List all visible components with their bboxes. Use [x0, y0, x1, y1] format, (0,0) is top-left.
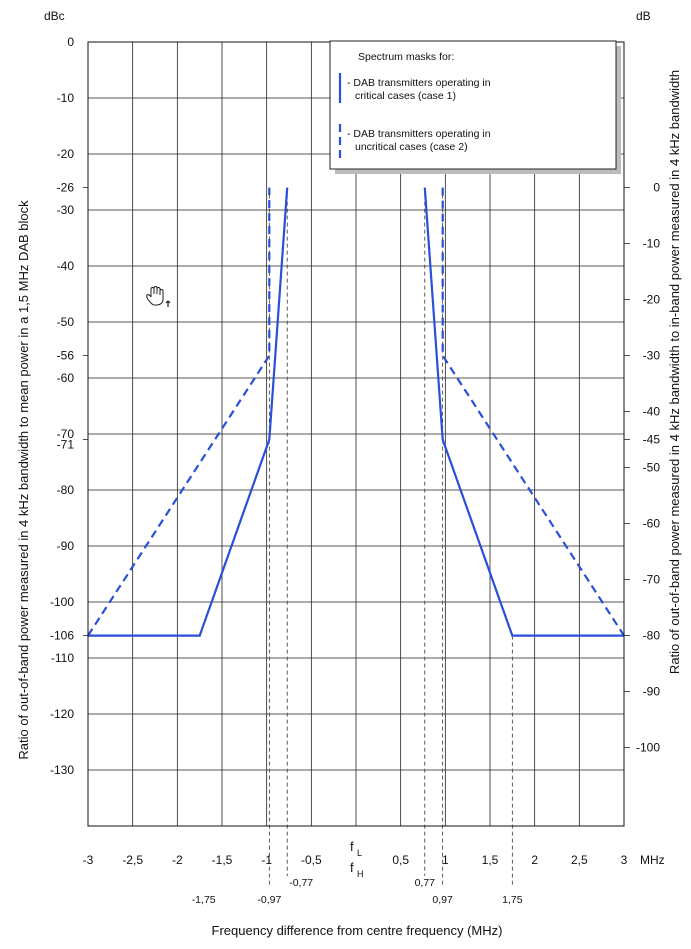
left-y-tick-label: -130 [50, 763, 74, 777]
x-tick-label: 1 [442, 853, 449, 867]
right-y-tick-label: -50 [643, 461, 661, 475]
frequency-marker-lines [268, 187, 513, 886]
case1-mask-lower [88, 187, 289, 637]
case2-mask-upper [441, 187, 625, 637]
subscript-l: L [357, 848, 362, 858]
right-y-tick-label: -30 [643, 349, 661, 363]
left-y-axis-title: Ratio of out-of-band power measured in 4… [16, 200, 31, 760]
marker-label: 0,97 [432, 894, 453, 906]
left-y-tick-label: -20 [57, 147, 75, 161]
x-tick-label: 2 [531, 853, 538, 867]
left-y-special-label: -106 [50, 629, 74, 643]
right-y-tick-label: -70 [643, 573, 661, 587]
hand-cursor-icon [146, 286, 171, 307]
left-y-tick-label: -40 [57, 259, 75, 273]
marker-label: -0,77 [289, 877, 313, 889]
x-tick-label: -1,5 [212, 853, 233, 867]
legend-entry-2-line2: uncritical cases (case 2) [355, 141, 468, 153]
x-tick-label: 0,5 [392, 853, 409, 867]
legend-title: Spectrum masks for: [358, 51, 454, 63]
x-tick-label: -2,5 [122, 853, 143, 867]
x-tick-label: 3 [621, 853, 628, 867]
legend-entry-1-line2: critical cases (case 1) [355, 90, 456, 102]
right-y-tick-label: 0 [653, 181, 660, 195]
case2-mask-lower [87, 187, 271, 637]
legend-entry-1-line1: - DAB transmitters operating in [347, 77, 491, 89]
left-y-special-label: -71 [57, 438, 75, 452]
left-y-tick-label: -60 [57, 371, 75, 385]
legend: Spectrum masks for: - DAB transmitters o… [329, 40, 621, 174]
left-y-special-label: -26 [57, 181, 75, 195]
x-tick-label: -2 [172, 853, 183, 867]
right-y-tick-label: -20 [643, 293, 661, 307]
mask-series [87, 187, 625, 637]
left-y-tick-label: -80 [57, 483, 75, 497]
marker-label: 1,75 [502, 894, 523, 906]
left-y-tick-label: -30 [57, 203, 75, 217]
centre-frequency-label: f L f H [350, 839, 364, 879]
f-letter-2: f [350, 860, 354, 875]
right-y-tick-label: -45 [643, 433, 661, 447]
right-y-tick-label: -40 [643, 405, 661, 419]
legend-box [329, 40, 617, 170]
x-tick-label: -1 [261, 853, 272, 867]
x-unit: MHz [640, 853, 665, 867]
right-y-tick-label: -60 [643, 517, 661, 531]
frequency-marker-labels: -0,97 -0,77 0,77 0,97 1,75 -1,75 [192, 877, 523, 906]
left-y-tick-label: -110 [51, 651, 74, 665]
right-y-tick-labels: 0 -10 -20 -30 -40 -45 -50 -60 -70 -80 -90 -100 [624, 181, 660, 755]
marker-label: 0,77 [415, 877, 436, 889]
right-y-tick-label: -80 [643, 629, 661, 643]
right-y-tick-label: -100 [636, 741, 660, 755]
subscript-h: H [357, 869, 364, 879]
marker-label: -0,97 [257, 894, 281, 906]
left-y-tick-label: -70 [57, 427, 75, 441]
marker-label: -1,75 [192, 894, 216, 906]
left-y-special-label: -56 [57, 349, 75, 363]
right-y-axis-title: Ratio of out-of-band power measured in 4… [667, 70, 682, 674]
right-y-unit: dB [636, 9, 651, 23]
right-y-tick-label: -90 [643, 685, 661, 699]
left-y-tick-label: -100 [50, 595, 74, 609]
left-y-tick-label: -50 [57, 315, 75, 329]
left-y-tick-label: -120 [50, 707, 74, 721]
left-y-unit: dBc [44, 9, 65, 23]
left-y-tick-label: -10 [57, 91, 75, 105]
x-tick-label: -0,5 [301, 853, 322, 867]
x-tick-label: 1,5 [482, 853, 499, 867]
x-tick-labels: -3 -2,5 -2 -1,5 -1 -0,5 0,5 1 1,5 2 2,5 3 [83, 853, 628, 867]
left-y-tick-label: 0 [67, 35, 74, 49]
x-tick-label: 2,5 [571, 853, 588, 867]
case1-mask-upper [423, 187, 624, 637]
left-y-tick-label: -90 [57, 539, 75, 553]
left-y-tick-labels: 0 -10 -20 -30 -40 -50 -60 -70 -80 -90 -100 -110 -120… [50, 35, 88, 777]
x-axis-title: Frequency difference from centre frequen… [212, 923, 503, 938]
right-y-tick-label: -10 [643, 237, 661, 251]
f-letter-1: f [350, 839, 354, 854]
x-tick-label: -3 [83, 853, 94, 867]
legend-entry-2-line1: - DAB transmitters operating in [347, 128, 491, 140]
